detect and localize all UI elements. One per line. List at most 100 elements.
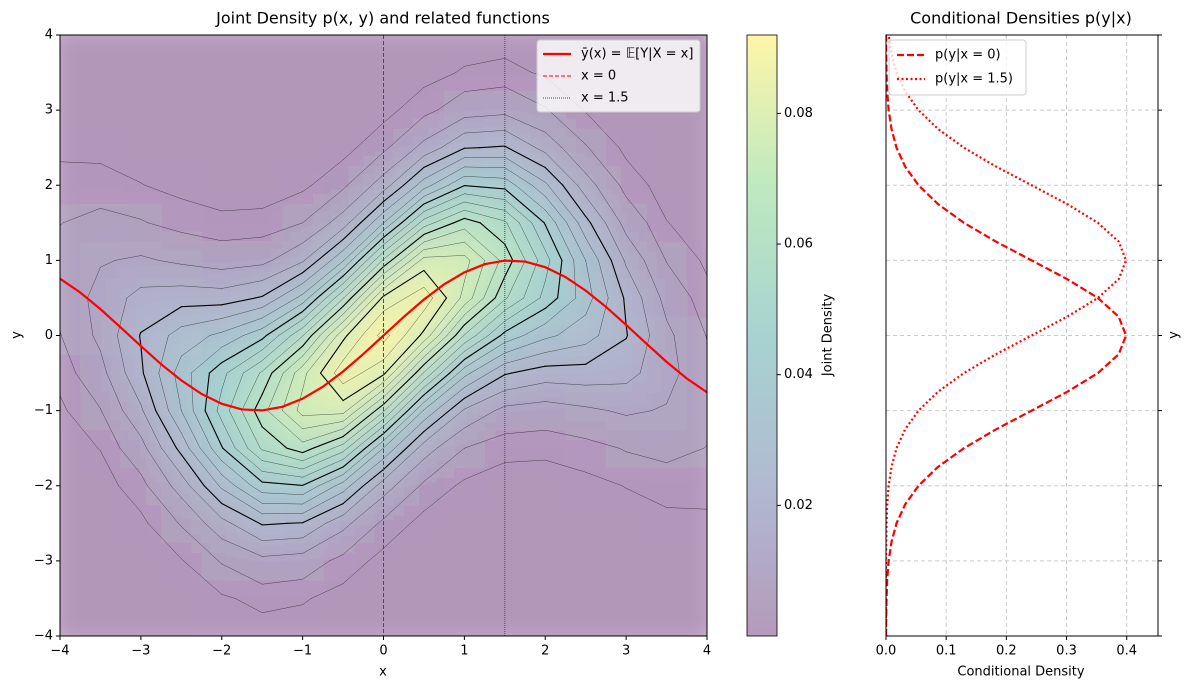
contour-line xyxy=(140,404,144,411)
contour-line xyxy=(302,598,312,605)
contour-line xyxy=(464,201,506,211)
contour-line xyxy=(384,372,424,411)
contour-line xyxy=(204,410,223,447)
heatmap-cell xyxy=(403,579,445,618)
contour-line xyxy=(545,401,586,407)
contour-line xyxy=(101,410,121,449)
contour-line xyxy=(342,185,373,213)
contour-line xyxy=(625,234,645,261)
heatmap-cell xyxy=(161,53,203,92)
contour-line xyxy=(209,331,222,336)
contour-line xyxy=(545,260,551,282)
contour-line xyxy=(383,297,406,312)
contour-line xyxy=(221,307,263,319)
heatmap-cell xyxy=(241,241,283,280)
heatmap-cell xyxy=(444,504,486,543)
contour-line xyxy=(419,329,425,337)
heatmap-cell xyxy=(161,35,203,55)
contour-line xyxy=(356,426,384,449)
contour-line xyxy=(62,208,101,224)
contour-line xyxy=(181,264,222,270)
contour-line xyxy=(261,604,303,613)
contour-line xyxy=(464,86,506,92)
contour-line xyxy=(261,372,273,395)
contour-line xyxy=(138,331,142,337)
contour-line xyxy=(595,185,621,224)
contour-line xyxy=(342,147,357,161)
contour-line xyxy=(218,485,222,489)
contour-line xyxy=(566,222,586,261)
contour-line xyxy=(585,438,620,449)
contour-line xyxy=(455,66,465,73)
contour-line xyxy=(382,269,425,297)
contour-line xyxy=(221,372,228,391)
contour-line xyxy=(539,280,546,299)
contour-line xyxy=(410,249,425,261)
heatmap-cell xyxy=(525,617,566,636)
heatmap-cell xyxy=(282,53,324,92)
contour-line xyxy=(302,222,331,244)
contour-line xyxy=(562,184,587,217)
contour-line xyxy=(585,297,594,316)
contour-line xyxy=(234,447,263,472)
contour-line xyxy=(173,372,182,411)
contour-line xyxy=(278,319,303,336)
heatmap-cell xyxy=(646,542,688,581)
contour-line xyxy=(639,335,650,374)
contour-line xyxy=(455,479,465,486)
heatmap-cell xyxy=(686,241,707,280)
contour-line xyxy=(261,537,303,541)
heatmap-cell xyxy=(444,53,486,92)
heatmap-cell xyxy=(403,354,445,393)
contour-line xyxy=(362,468,385,487)
contour-line xyxy=(423,147,442,157)
heatmap-cell xyxy=(322,429,364,468)
contour-line xyxy=(302,297,336,329)
contour-line xyxy=(302,491,344,514)
heatmap-cell xyxy=(646,279,688,318)
legend-label: x = 1.5 xyxy=(581,91,629,106)
contour-line xyxy=(302,297,318,313)
contour-line xyxy=(221,563,263,585)
contour-line xyxy=(259,447,263,451)
contour-line xyxy=(302,260,332,284)
contour-line xyxy=(407,394,425,412)
contour-line xyxy=(666,319,675,336)
heatmap-cell xyxy=(565,204,607,243)
contour-line xyxy=(625,488,667,508)
contour-line xyxy=(545,429,586,439)
contour-line xyxy=(423,410,450,433)
contour-line xyxy=(302,335,321,357)
contour-line xyxy=(544,224,563,261)
contour-line xyxy=(330,250,344,261)
colorbar-tick-label: 0.02 xyxy=(784,498,813,513)
heatmap-cell xyxy=(565,128,607,167)
contour-line xyxy=(361,310,384,336)
contour-line xyxy=(448,176,465,186)
heatmap-cell xyxy=(525,391,566,430)
y-tick-label: 0 xyxy=(45,328,53,343)
contour-line xyxy=(431,342,465,374)
contour-line xyxy=(423,185,465,205)
heatmap-cell xyxy=(565,579,607,618)
contour-line xyxy=(325,514,344,524)
contour-line xyxy=(342,259,360,277)
contour-line xyxy=(181,410,201,449)
contour-line xyxy=(241,372,260,411)
contour-line xyxy=(302,485,336,505)
heatmap-cell xyxy=(161,279,203,318)
contour-line xyxy=(158,372,169,411)
contour-line xyxy=(383,372,409,398)
heatmap-cell xyxy=(201,128,243,167)
contour-line xyxy=(383,372,394,383)
contour-line xyxy=(282,372,295,411)
contour-line xyxy=(545,209,556,224)
heatmap-cell xyxy=(161,354,203,393)
heatmap-cell xyxy=(403,617,445,636)
contour-line xyxy=(342,447,384,483)
contour-line xyxy=(401,203,425,224)
contour-line xyxy=(100,208,142,220)
contour-line xyxy=(302,334,313,347)
contour-line xyxy=(278,283,303,299)
contour-line xyxy=(304,228,344,261)
